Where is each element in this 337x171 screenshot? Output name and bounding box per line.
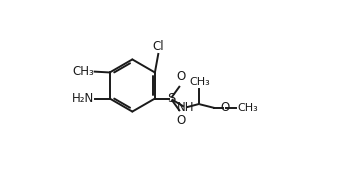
Text: O: O	[220, 101, 229, 114]
Text: S: S	[167, 92, 175, 105]
Text: O: O	[176, 114, 185, 127]
Text: CH₃: CH₃	[189, 77, 210, 87]
Text: CH₃: CH₃	[238, 103, 258, 113]
Text: O: O	[176, 70, 185, 83]
Text: Cl: Cl	[152, 40, 164, 53]
Text: NH: NH	[177, 101, 194, 114]
Text: CH₃: CH₃	[72, 65, 94, 78]
Text: H₂N: H₂N	[72, 92, 95, 105]
